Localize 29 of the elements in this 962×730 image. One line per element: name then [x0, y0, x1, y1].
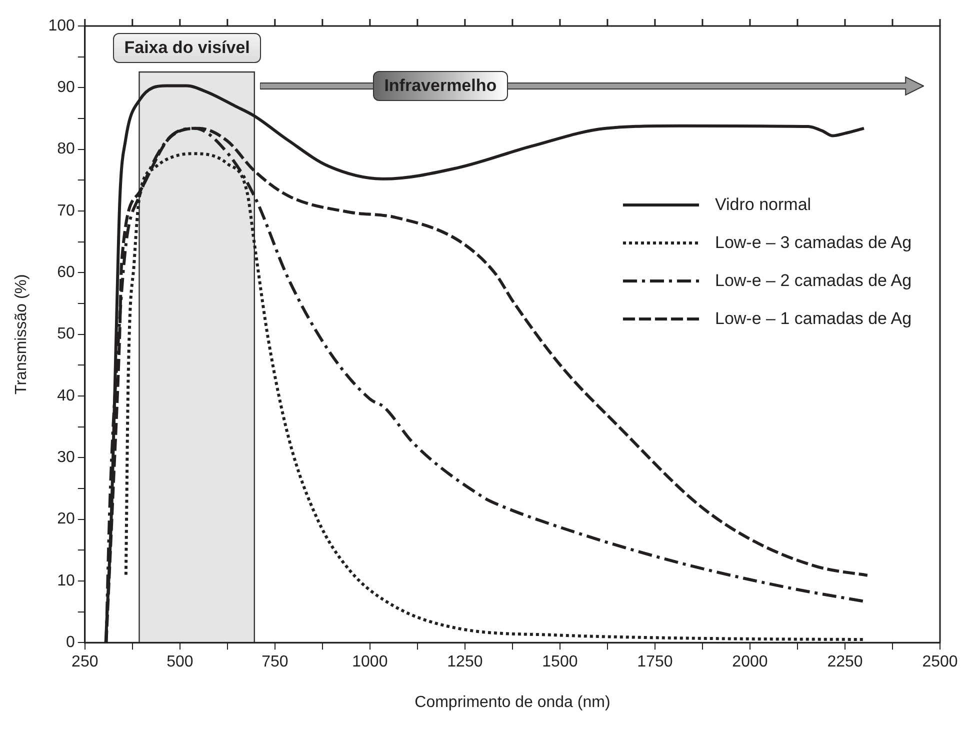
y-tick-label: 0 — [66, 634, 75, 652]
band-label: Faixa do visível — [113, 33, 261, 63]
x-tick-label: 750 — [262, 654, 288, 671]
y-tick-label: 10 — [57, 572, 75, 590]
y-tick-label: 50 — [57, 326, 75, 343]
y-tick-label: 20 — [57, 510, 75, 528]
y-tick-label: 30 — [57, 449, 75, 466]
y-tick-label: 70 — [57, 202, 75, 220]
legend-label: Vidro normal — [715, 195, 812, 216]
x-tick-label: 2250 — [827, 654, 863, 671]
x-tick-label: 2000 — [732, 654, 768, 671]
x-tick-label: 1750 — [637, 654, 673, 671]
y-tick-label: 80 — [57, 140, 75, 158]
x-axis-title: Comprimento de onda (nm) — [414, 694, 610, 711]
annotation: Infravermelho — [373, 71, 508, 101]
legend-label: Low-e – 3 camadas de Ag — [715, 233, 912, 254]
y-tick-label: 60 — [57, 264, 75, 282]
y-tick-label: 40 — [57, 387, 75, 404]
x-tick-label: 1250 — [447, 654, 483, 671]
y-tick-label: 100 — [48, 17, 75, 34]
x-tick-label: 250 — [72, 654, 98, 671]
y-tick-label: 90 — [57, 79, 75, 96]
y-axis-title: Transmissão (%) — [13, 274, 30, 394]
legend-label: Low-e – 2 camadas de Ag — [715, 271, 912, 292]
x-tick-label: 1000 — [352, 654, 388, 671]
x-tick-label: 500 — [166, 654, 194, 671]
x-tick-label: 2500 — [922, 654, 958, 671]
legend-label: Low-e – 1 camadas de Ag — [715, 309, 912, 330]
x-tick-label: 1500 — [542, 654, 578, 671]
